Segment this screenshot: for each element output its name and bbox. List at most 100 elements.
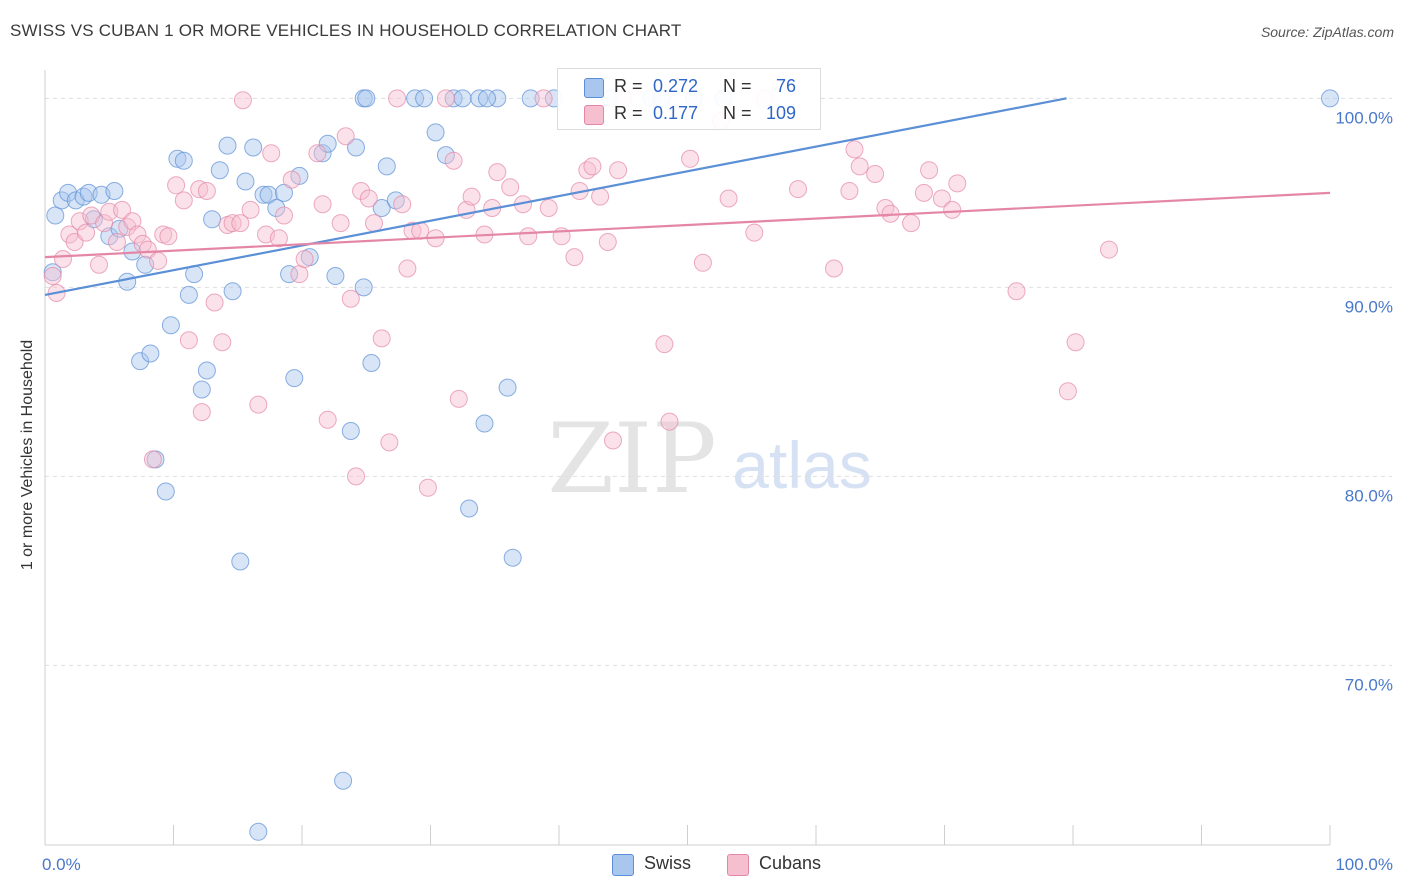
legend-swatch-cubans bbox=[584, 105, 604, 125]
point-cubans bbox=[308, 144, 327, 163]
legend-n-value: 109 bbox=[765, 103, 796, 123]
point-cubans bbox=[681, 149, 700, 168]
point-cubans bbox=[192, 403, 211, 422]
point-cubans bbox=[313, 195, 332, 214]
point-swiss bbox=[244, 138, 263, 157]
legend-n-value: 76 bbox=[775, 76, 796, 96]
series-legend: Swiss Cubans bbox=[0, 851, 1406, 877]
point-swiss bbox=[231, 552, 250, 571]
trend-line-swiss bbox=[44, 97, 1067, 297]
point-swiss bbox=[503, 548, 522, 567]
point-cubans bbox=[190, 180, 209, 199]
legend-swatch-cubans bbox=[727, 854, 749, 876]
point-swiss bbox=[313, 144, 332, 163]
point-swiss bbox=[203, 210, 222, 229]
point-swiss bbox=[254, 185, 273, 204]
axes bbox=[44, 70, 1331, 846]
point-swiss bbox=[197, 361, 216, 380]
point-cubans bbox=[604, 431, 622, 450]
point-swiss bbox=[59, 183, 78, 202]
trend-line-cubans bbox=[44, 191, 1331, 259]
point-cubans bbox=[331, 214, 350, 233]
stats-legend: R = 0.272 N = 76 R = 0.177 N = 109 bbox=[557, 68, 821, 130]
point-cubans bbox=[290, 265, 309, 284]
point-cubans bbox=[138, 240, 157, 259]
point-swiss bbox=[118, 272, 137, 291]
grid-lines bbox=[45, 97, 1392, 666]
point-cubans bbox=[591, 187, 610, 206]
point-cubans bbox=[167, 176, 186, 195]
point-swiss bbox=[347, 138, 365, 157]
point-cubans bbox=[914, 183, 933, 202]
watermark-zip: ZIP bbox=[547, 403, 716, 515]
legend-label-cubans: Cubans bbox=[759, 853, 822, 873]
legend-row-swiss: R = 0.272 N = 76 bbox=[558, 73, 820, 99]
point-cubans bbox=[519, 227, 538, 246]
point-cubans bbox=[197, 182, 216, 200]
point-cubans bbox=[488, 163, 507, 182]
point-swiss bbox=[156, 482, 175, 501]
point-cubans bbox=[54, 250, 72, 268]
point-cubans bbox=[693, 253, 712, 272]
point-cubans bbox=[282, 170, 301, 189]
point-cubans bbox=[213, 333, 232, 352]
point-cubans bbox=[43, 267, 62, 285]
point-cubans bbox=[943, 200, 962, 219]
point-cubans bbox=[948, 174, 967, 193]
point-swiss bbox=[415, 89, 434, 108]
point-swiss bbox=[460, 499, 479, 518]
point-swiss bbox=[475, 414, 494, 433]
point-swiss bbox=[354, 278, 373, 297]
point-cubans bbox=[398, 259, 417, 278]
point-swiss bbox=[280, 265, 299, 284]
point-cubans bbox=[113, 200, 132, 219]
legend-r-value: 0.272 bbox=[653, 76, 699, 96]
point-swiss bbox=[223, 282, 242, 301]
legend-r-label: R = bbox=[614, 103, 643, 123]
point-swiss bbox=[105, 182, 124, 200]
point-cubans bbox=[359, 189, 378, 208]
x-tick-label: 0.0% bbox=[42, 855, 81, 874]
point-cubans bbox=[159, 227, 178, 246]
point-cubans bbox=[539, 199, 558, 217]
point-swiss bbox=[218, 136, 237, 155]
point-swiss bbox=[174, 151, 193, 170]
point-cubans bbox=[90, 255, 108, 274]
point-cubans bbox=[660, 412, 679, 431]
point-swiss bbox=[372, 199, 391, 217]
watermark-atlas: atlas bbox=[732, 428, 871, 502]
legend-row-cubans: R = 0.177 N = 109 bbox=[558, 100, 820, 126]
trend-lines bbox=[44, 97, 1331, 297]
point-swiss bbox=[52, 191, 71, 210]
point-cubans bbox=[352, 182, 371, 200]
point-cubans bbox=[275, 206, 293, 225]
point-swiss bbox=[334, 771, 353, 790]
point-cubans bbox=[866, 165, 885, 183]
point-cubans bbox=[719, 189, 738, 208]
point-cubans bbox=[436, 89, 455, 108]
point-cubans bbox=[444, 151, 463, 170]
point-cubans bbox=[920, 161, 939, 180]
point-cubans bbox=[249, 395, 268, 414]
point-swiss bbox=[521, 89, 540, 108]
point-cubans bbox=[95, 214, 114, 233]
y-tick-label: 90.0% bbox=[1345, 297, 1393, 316]
point-cubans bbox=[341, 289, 360, 308]
point-cubans bbox=[462, 187, 481, 206]
point-cubans bbox=[501, 178, 520, 197]
point-swiss bbox=[470, 89, 489, 108]
legend-r-value: 0.177 bbox=[653, 103, 699, 123]
point-cubans bbox=[565, 248, 584, 267]
point-cubans bbox=[388, 89, 407, 108]
legend-n-label: N = bbox=[723, 76, 752, 96]
point-cubans bbox=[850, 157, 869, 176]
point-cubans bbox=[393, 195, 412, 214]
point-swiss bbox=[192, 380, 211, 399]
point-swiss bbox=[362, 354, 381, 372]
point-cubans bbox=[825, 259, 843, 278]
point-cubans bbox=[231, 214, 250, 233]
point-cubans bbox=[233, 91, 252, 110]
point-swiss bbox=[249, 822, 268, 841]
point-swiss bbox=[179, 285, 198, 304]
